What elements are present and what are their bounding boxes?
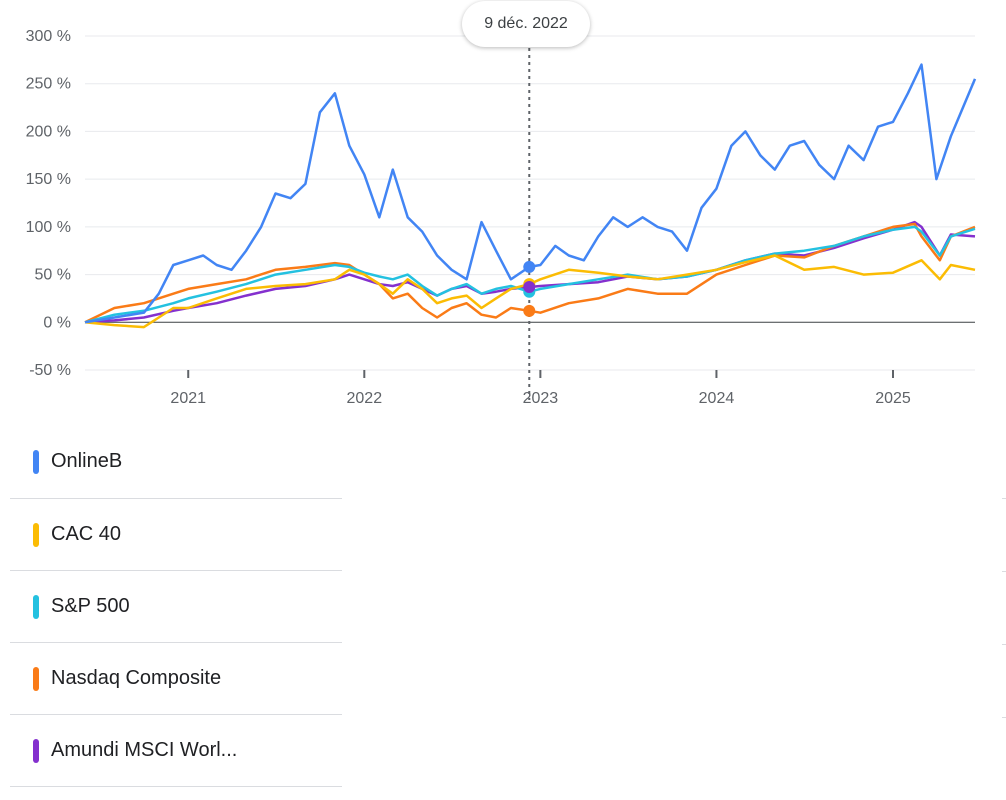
legend-item[interactable]: CAC 40 [10,499,342,571]
x-tick-label: 2022 [347,390,383,407]
legend-swatch [33,666,39,691]
series-line[interactable] [84,225,976,324]
legend-item[interactable]: Nasdaq Composite [10,643,342,715]
y-axis-tick-labels: -50 % 0 % 50 % 100 % 150 % 200 % 250 % 300 % [26,28,71,379]
y-tick-label: 300 % [26,28,71,45]
x-tick-label: 2023 [523,390,559,407]
y-tick-label: 50 % [35,267,71,284]
divider [1002,571,1006,572]
y-tick-label: 0 % [43,314,71,331]
y-tick-label: 100 % [26,219,71,236]
hover-point [523,260,536,273]
hover-date-tooltip: 9 déc. 2022 [462,1,590,47]
series-line[interactable] [84,63,977,324]
legend-swatch [33,738,39,763]
divider [1002,498,1006,499]
series-line[interactable] [84,220,976,324]
x-tick-label: 2025 [875,390,911,407]
x-axis: 2021 2022 2023 2024 2025 [170,370,911,407]
series-lines[interactable] [84,63,977,329]
legend-label: CAC 40 [51,523,122,545]
legend-item[interactable]: S&P 500 [10,571,342,643]
y-tick-label: 250 % [26,76,71,93]
legend: OnlineB CAC 40 S&P 500 Nasdaq Composite Amun… [10,425,342,787]
y-tick-label: 200 % [26,123,71,140]
hover-crosshair [523,48,536,400]
performance-chart[interactable]: -50 % 0 % 50 % 100 % 150 % 200 % 250 % 300 % 20… [0,0,1006,420]
legend-label: Amundi MSCI Worl... [51,739,238,761]
y-tick-label: 150 % [26,171,71,188]
legend-item[interactable]: Amundi MSCI Worl... [10,715,342,787]
x-tick-label: 2024 [699,390,735,407]
x-tick-label: 2021 [170,390,206,407]
hover-point [523,304,536,317]
legend-swatch [33,522,39,547]
series-line[interactable] [84,254,976,329]
legend-label: S&P 500 [51,595,130,617]
divider [1002,717,1006,718]
legend-swatch [33,449,39,474]
legend-label: OnlineB [51,450,123,472]
y-tick-label: -50 % [29,362,71,379]
divider [1002,644,1006,645]
hover-point [523,280,536,293]
legend-swatch [33,594,39,619]
legend-item[interactable]: OnlineB [10,425,342,499]
legend-label: Nasdaq Composite [51,667,222,689]
